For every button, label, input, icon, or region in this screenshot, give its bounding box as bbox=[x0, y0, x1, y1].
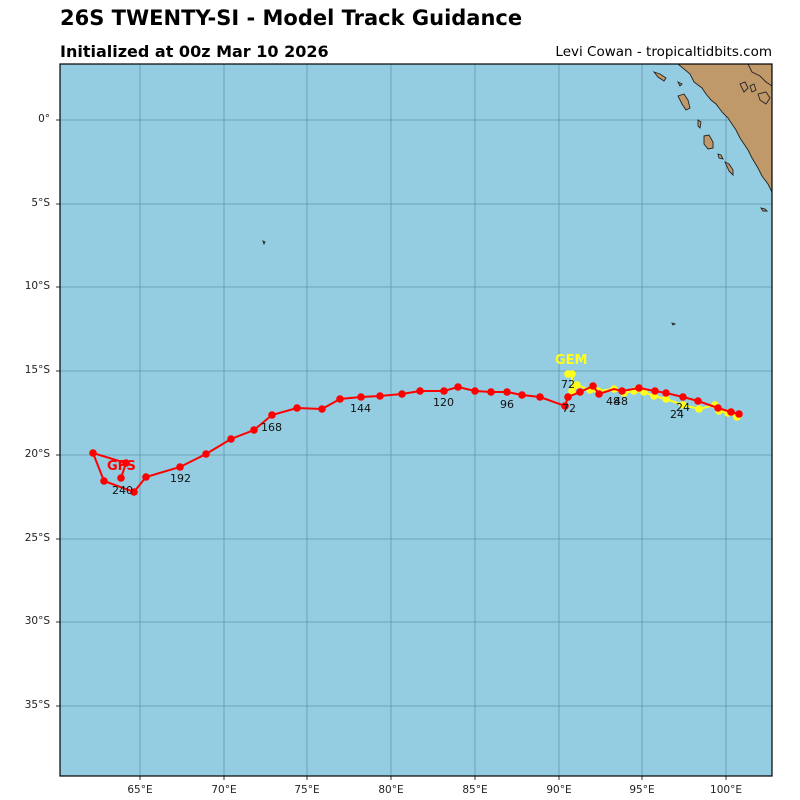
chart-title: 26S TWENTY-SI - Model Track Guidance bbox=[60, 6, 523, 30]
x-tick-90e: 90°E bbox=[546, 784, 572, 796]
x-tick-65e: 65°E bbox=[127, 784, 153, 796]
gfs-label-96: 96 bbox=[500, 398, 514, 411]
gfs-label-168: 168 bbox=[261, 421, 282, 434]
credit: Levi Cowan - tropicaltidbits.com bbox=[555, 44, 772, 60]
x-tick-80e: 80°E bbox=[378, 784, 404, 796]
x-tick-100e: 100°E bbox=[710, 784, 742, 796]
y-tick-25s: 25°S bbox=[24, 532, 50, 544]
gfs-label-240: 240 bbox=[112, 484, 133, 497]
y-tick-30s: 30°S bbox=[24, 615, 50, 627]
gfs-label-144: 144 bbox=[350, 402, 371, 415]
y-tick-5s: 5°S bbox=[31, 197, 50, 209]
gfs-track bbox=[89, 382, 743, 496]
y-tick-35s: 35°S bbox=[24, 699, 50, 711]
y-tick-10s: 10°S bbox=[24, 280, 50, 292]
gem-label-48: 48 bbox=[606, 395, 620, 408]
y-tick-20s: 20°S bbox=[24, 448, 50, 460]
x-tick-95e: 95°E bbox=[629, 784, 655, 796]
x-tick-85e: 85°E bbox=[462, 784, 488, 796]
gfs-label-120: 120 bbox=[433, 396, 454, 409]
ocean bbox=[60, 64, 772, 776]
x-tick-75e: 75°E bbox=[294, 784, 320, 796]
y-tick-15s: 15°S bbox=[24, 364, 50, 376]
gfs-label-72: 72 bbox=[562, 402, 576, 415]
x-tick-70e: 70°E bbox=[211, 784, 237, 796]
y-tick-0: 0° bbox=[38, 113, 50, 125]
gem-label-24: 24 bbox=[670, 408, 684, 421]
gem-model-label: GEM bbox=[555, 353, 588, 368]
gfs-label-48: 48 bbox=[614, 395, 628, 408]
gfs-model-label: GFS bbox=[107, 459, 136, 474]
plot-frame bbox=[59, 63, 773, 777]
gfs-label-24: 24 bbox=[676, 401, 690, 414]
gem-label-72: 72 bbox=[561, 378, 575, 391]
init-time: Initialized at 00z Mar 10 2026 bbox=[60, 42, 329, 61]
gfs-label-192: 192 bbox=[170, 472, 191, 485]
land-sumatra bbox=[262, 64, 772, 326]
gridlines bbox=[60, 64, 772, 776]
